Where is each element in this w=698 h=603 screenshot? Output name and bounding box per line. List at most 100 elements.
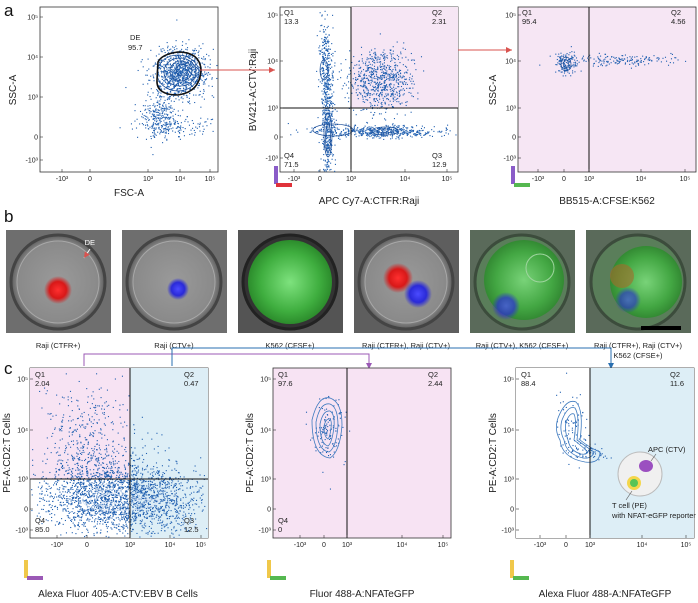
c1-yt-tick: -10³ — [16, 528, 29, 535]
c3-yt-tick: 10⁴ — [503, 428, 514, 435]
a3-xt-tick: -10³ — [532, 176, 545, 183]
c2-yt-tick: 10³ — [261, 477, 272, 484]
plot-a1: DE 95.7 FSC-A SSC-A -10³ 0 10³ 10⁴ 10⁵ 10⁵ 10⁴… — [8, 6, 219, 199]
c3-xt-tick: 10⁵ — [681, 542, 692, 549]
plot-a2-q3-name: Q3 — [432, 151, 442, 160]
plot-c2-q1-value: 97.6 — [278, 379, 293, 388]
plot-c1-q3-name: Q3 — [184, 516, 194, 525]
plot-a2-x-channel-swatch — [276, 183, 292, 187]
c1-yt-tick: 10⁵ — [17, 377, 28, 384]
plot-c2: Q1 97.6 Q2 2.44 Q4 0 Fluor 488-A:NFATeGF… — [245, 367, 452, 600]
arrow-c1-to-c3 — [171, 347, 614, 369]
plot-c3-q2-value: 11.6 — [670, 379, 684, 388]
legend-tcell-2: with NFAT-eGFP reporter — [611, 511, 696, 520]
c3-xt-tick: 0 — [564, 542, 568, 549]
plot-c1-xlabel: Alexa Fluor 405-A:CTV:EBV B Cells — [38, 589, 198, 600]
a1-yt-tick: 10⁴ — [27, 55, 38, 62]
a2-xt-tick: -10³ — [288, 176, 301, 183]
c1-xt-tick: -10³ — [51, 542, 64, 549]
a2-xt-tick: 10⁴ — [400, 176, 411, 183]
cell-schematic: APC (CTV) T cell (PE) with NFAT-eGFP rep… — [611, 445, 696, 520]
plot-c2-q2-name: Q2 — [428, 370, 438, 379]
c2-xt-tick: 10⁴ — [397, 542, 408, 549]
apc-cell — [639, 460, 653, 472]
a1-xt-tick: 10³ — [143, 176, 154, 183]
plot-c1-ylabel: PE-A:CD2:T Cells — [2, 413, 13, 493]
micrograph-raji-ctfr: DE — [6, 230, 111, 333]
c1-xt-tick: 0 — [85, 542, 89, 549]
plot-a2-y-channel-swatch — [274, 166, 278, 184]
plot-c1-q4-value: 85.0 — [35, 525, 50, 534]
panel-label-a: a — [4, 1, 14, 20]
plot-a2-q4-value: 71.5 — [284, 160, 299, 169]
a3-xt-tick: 10³ — [584, 176, 595, 183]
plot-c1-q2-shade — [130, 368, 208, 538]
plot-a3-y-channel-swatch — [511, 166, 515, 184]
plot-a2-q1-value: 13.3 — [284, 17, 299, 26]
plot-c2-q4-name: Q4 — [278, 516, 288, 525]
c3-yt-tick: 10³ — [504, 477, 515, 484]
plot-a2-q2-shade — [351, 7, 458, 108]
c3-yt-tick: 10⁵ — [503, 377, 514, 384]
plot-c2-contours — [311, 397, 343, 459]
plot-c1-x-channel-swatch — [27, 576, 43, 580]
c1-yt-tick: 10³ — [18, 477, 29, 484]
plot-a3-q1-value: 95.4 — [522, 17, 537, 26]
a3-yt-tick: 0 — [512, 135, 516, 142]
a2-xt-tick: 10⁵ — [442, 176, 453, 183]
arrow-c1-to-c2 — [83, 353, 372, 369]
c2-xt-tick: -10³ — [294, 542, 307, 549]
plot-a3-q1-name: Q1 — [522, 8, 532, 17]
plot-c1-q2-name: Q2 — [184, 370, 194, 379]
legend-apc: APC (CTV) — [648, 445, 686, 454]
a2-yt-tick: 10⁴ — [267, 59, 278, 66]
plot-c3-ylabel: PE-A:CD2:T Cells — [488, 413, 499, 493]
a2-yt-tick: -10³ — [266, 156, 279, 163]
c2-xt-tick: 0 — [322, 542, 326, 549]
plot-a1-ylabel: SSC-A — [8, 74, 19, 105]
a1-xt-tick: 10⁴ — [175, 176, 186, 183]
plot-c2-q1-name: Q1 — [278, 370, 288, 379]
c3-xt-tick: 10⁴ — [637, 542, 648, 549]
a3-yt-tick: 10³ — [506, 106, 517, 113]
micrograph-k562-cfse — [238, 230, 343, 333]
c3-yt-tick: -10³ — [502, 528, 515, 535]
plot-a3-xlabel: BB515-A:CFSE:K562 — [559, 196, 655, 207]
a3-yt-tick: -10³ — [504, 156, 517, 163]
plot-a1-xlabel: FSC-A — [114, 188, 144, 199]
micrograph-all-three — [586, 230, 691, 333]
caption-1: Raji (CTFR+) — [36, 341, 81, 350]
nfat-reporter — [630, 479, 638, 487]
a3-yt-tick: 10⁵ — [505, 13, 516, 20]
plot-a2-q3-value: 12.9 — [432, 160, 447, 169]
micrograph-raji-ctv — [122, 230, 227, 333]
plot-c2-q4-value: 0 — [278, 525, 282, 534]
a1-yt-tick: -10³ — [26, 158, 39, 165]
panel-label-b: b — [4, 207, 13, 226]
a2-yt-tick: 10⁵ — [267, 13, 278, 20]
caption-2: Raji (CTV+) — [154, 341, 194, 350]
plot-a3-x-channel-swatch — [514, 183, 530, 187]
c2-yt-tick: 10⁴ — [260, 428, 271, 435]
c1-yt-tick: 10⁴ — [17, 428, 28, 435]
plot-c1-q4-name: Q4 — [35, 516, 45, 525]
caption-6b: K562 (CFSE+) — [614, 351, 663, 360]
c1-yt-tick: 0 — [24, 507, 28, 514]
plot-c3-x-channel-swatch — [513, 576, 529, 580]
plot-c1-q1-name: Q1 — [35, 370, 45, 379]
plot-c3: Q1 88.4 Q2 11.6 APC (CTV) T cell (PE) wi… — [488, 367, 696, 600]
gate-de-value: 95.7 — [128, 43, 143, 52]
plot-a3: Q1 95.4 Q2 4.56 BB515-A:CFSE:K562 SSC-A … — [488, 6, 697, 207]
micrograph-raji-ctfr-ctv — [354, 230, 459, 333]
scale-bar — [641, 326, 681, 330]
a2-yt-tick: 0 — [274, 135, 278, 142]
a1-yt-tick: 10³ — [28, 95, 39, 102]
plot-a2-q4-name: Q4 — [284, 151, 294, 160]
plot-a1-frame — [39, 6, 219, 173]
plot-a2-q2-value: 2.31 — [432, 17, 447, 26]
caption-3: K562 (CFSE+) — [266, 341, 315, 350]
a1-xt-tick: 10⁵ — [205, 176, 216, 183]
a3-xt-tick: 10⁵ — [680, 176, 691, 183]
plot-c2-frame — [272, 367, 452, 539]
